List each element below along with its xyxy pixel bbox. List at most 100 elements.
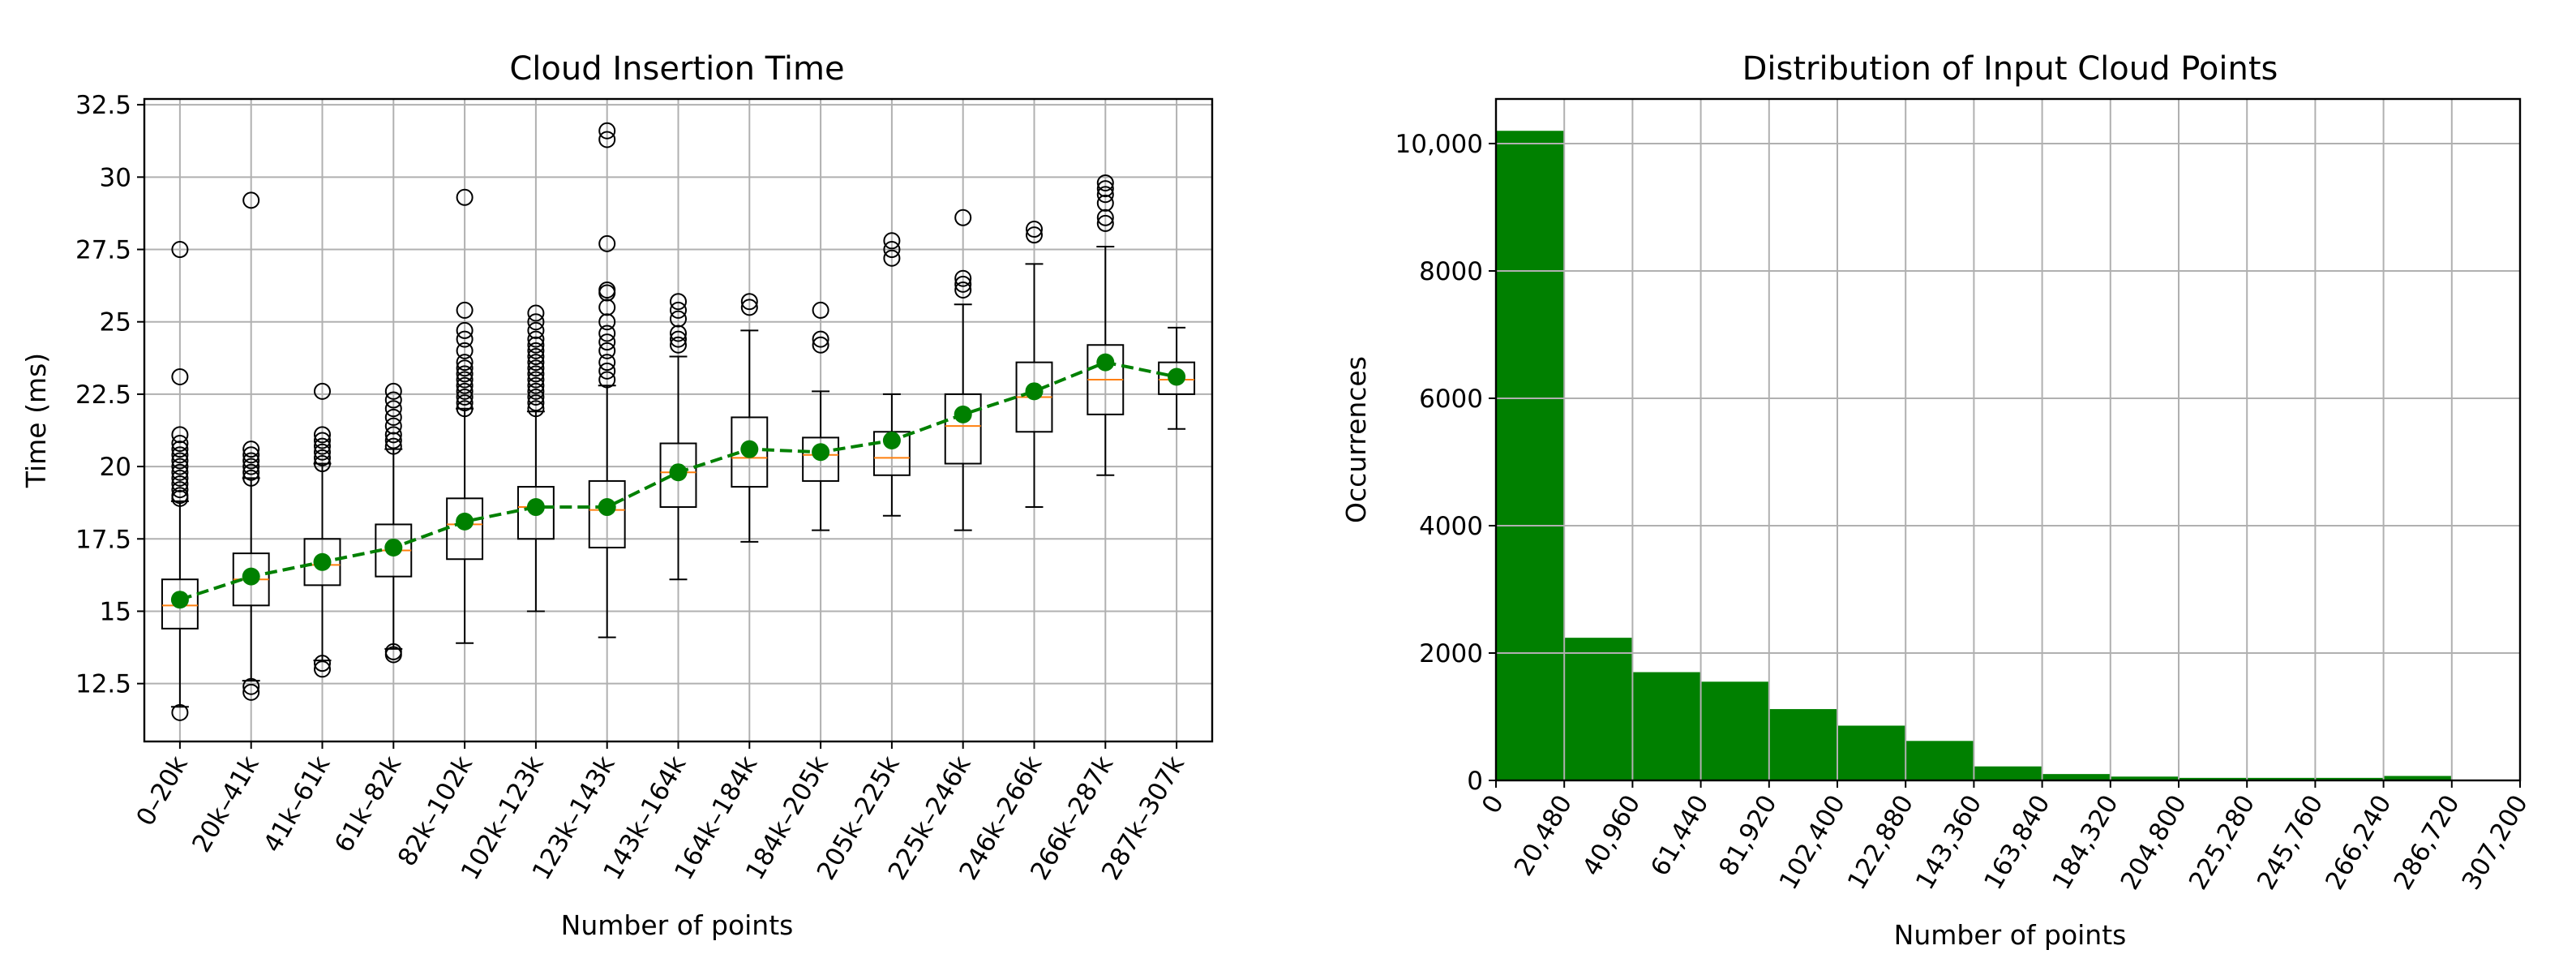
outlier-point bbox=[598, 299, 616, 316]
histogram-bar bbox=[1905, 741, 1974, 780]
box-8 bbox=[731, 293, 769, 543]
outlier-point bbox=[527, 376, 545, 394]
outlier-point bbox=[171, 475, 189, 492]
chart2-x-tick-label: 204,800 bbox=[2115, 790, 2192, 895]
outlier-point bbox=[171, 458, 189, 475]
chart2-plot-frame bbox=[1494, 97, 2522, 782]
outlier-point bbox=[598, 324, 616, 342]
histogram-bar bbox=[1496, 131, 1565, 781]
mean-point bbox=[812, 443, 830, 462]
outlier-point bbox=[598, 234, 616, 252]
chart2-x-tick-label: 122,880 bbox=[1842, 790, 1919, 895]
outlier-point bbox=[527, 348, 545, 366]
outlier-point bbox=[171, 452, 189, 470]
outlier-point bbox=[171, 481, 189, 499]
box-body bbox=[588, 479, 626, 548]
chart2-x-tick-label: 0 bbox=[1477, 790, 1510, 819]
chart1-y-tick-label: 30 bbox=[100, 163, 131, 192]
chart2-y-tick-label: 4000 bbox=[1419, 512, 1483, 541]
outlier-point bbox=[314, 660, 331, 678]
outlier-point bbox=[314, 437, 331, 455]
histogram-bar bbox=[2383, 776, 2452, 780]
outlier-point bbox=[171, 441, 189, 458]
outlier-point bbox=[456, 376, 474, 394]
outlier-point bbox=[812, 301, 829, 319]
outlier-point bbox=[456, 388, 474, 406]
outlier-point bbox=[171, 367, 189, 385]
chart2-y-tick-label: 0 bbox=[1467, 767, 1483, 796]
outlier-point bbox=[314, 449, 331, 466]
chart1-y-tick-label: 17.5 bbox=[75, 525, 131, 554]
outlier-point bbox=[527, 354, 545, 372]
outlier-point bbox=[171, 241, 189, 259]
outlier-point bbox=[598, 281, 616, 299]
box-2 bbox=[303, 382, 341, 678]
chart1-y-tick-label: 22.5 bbox=[75, 380, 131, 410]
outlier-point bbox=[1096, 174, 1114, 191]
box-body bbox=[659, 442, 697, 509]
outlier-point bbox=[171, 487, 189, 505]
chart1-y-tick-label: 12.5 bbox=[75, 670, 131, 699]
histogram-bar bbox=[2315, 777, 2384, 780]
outlier-point bbox=[527, 365, 545, 383]
outlier-point bbox=[598, 371, 616, 389]
outlier-point bbox=[1026, 226, 1043, 244]
outlier-point bbox=[384, 432, 402, 449]
outlier-point bbox=[384, 417, 402, 435]
outlier-point bbox=[527, 330, 545, 348]
chart2-x-tick-label: 225,280 bbox=[2184, 790, 2261, 895]
outlier-point bbox=[242, 441, 260, 458]
outlier-point bbox=[456, 382, 474, 400]
mean-point bbox=[954, 405, 972, 423]
chart1-x-tick-label: 20k–41k bbox=[186, 751, 264, 857]
chart2-y-tick-label: 2000 bbox=[1419, 639, 1483, 668]
mean-point bbox=[384, 538, 403, 557]
histogram-bar bbox=[1974, 766, 2042, 780]
outlier-point bbox=[670, 330, 687, 348]
chart1-x-tick-label: 61k–82k bbox=[329, 751, 407, 857]
outlier-point bbox=[456, 394, 474, 412]
outlier-point bbox=[314, 426, 331, 444]
box-body bbox=[161, 578, 199, 630]
outlier-point bbox=[812, 336, 829, 354]
outlier-point bbox=[883, 249, 901, 267]
chart2-x-tick-label: 20,480 bbox=[1509, 790, 1578, 881]
mean-point bbox=[598, 498, 616, 517]
chart2-x-tick-label: 143,360 bbox=[1910, 790, 1987, 895]
chart2-x-tick-label: 266,240 bbox=[2320, 790, 2397, 895]
chart2-x-tick-label: 184,320 bbox=[2047, 790, 2124, 895]
chart2-x-tick-label: 61,440 bbox=[1645, 790, 1714, 881]
outlier-point bbox=[314, 382, 331, 400]
histogram-bar bbox=[2110, 776, 2179, 780]
histogram-bar bbox=[2042, 774, 2111, 780]
outlier-point bbox=[812, 330, 829, 348]
mean-point bbox=[882, 431, 901, 449]
outlier-point bbox=[954, 275, 972, 293]
histogram-chart: Distribution of Input Cloud Points 0 2000… bbox=[1340, 50, 2534, 951]
outlier-point bbox=[456, 188, 474, 206]
outlier-point bbox=[456, 359, 474, 377]
outlier-point bbox=[456, 400, 474, 418]
outlier-point bbox=[598, 342, 616, 359]
box-13 bbox=[1087, 174, 1125, 476]
chart1-x-ticks: 0–20k20k–41k41k–61k61k–82k82k–102k102k–1… bbox=[131, 741, 1190, 885]
box-body bbox=[516, 486, 555, 540]
outlier-point bbox=[242, 677, 260, 695]
box-6 bbox=[588, 122, 626, 638]
outlier-point bbox=[527, 313, 545, 331]
outlier-point bbox=[954, 281, 972, 299]
mean-point bbox=[1168, 367, 1186, 386]
outlier-point bbox=[670, 324, 687, 342]
histogram-bar bbox=[1564, 638, 1633, 780]
box-14 bbox=[1158, 326, 1196, 430]
chart2-x-tick-label: 40,960 bbox=[1577, 790, 1646, 881]
box-body bbox=[303, 538, 341, 587]
outlier-point bbox=[456, 365, 474, 383]
chart2-x-axis-label: Number of points bbox=[1894, 919, 2127, 951]
outlier-point bbox=[598, 333, 616, 351]
outlier-point bbox=[171, 426, 189, 444]
outlier-point bbox=[527, 394, 545, 412]
outlier-point bbox=[598, 122, 616, 140]
outlier-point bbox=[171, 446, 189, 464]
